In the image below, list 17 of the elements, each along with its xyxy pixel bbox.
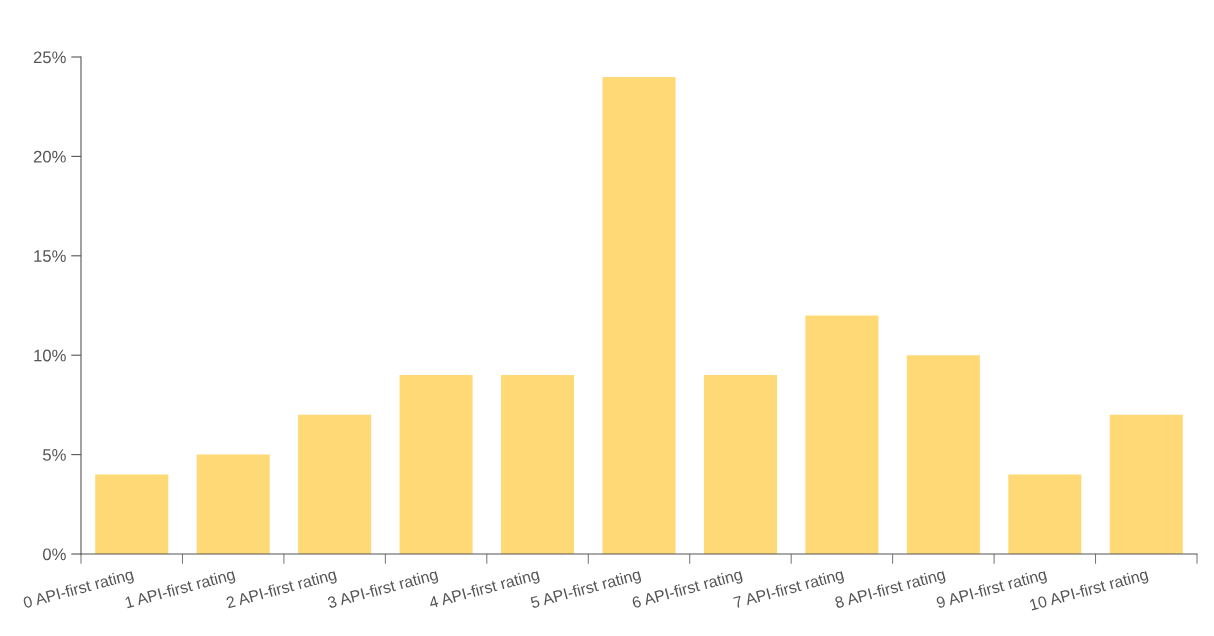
bar <box>95 474 169 554</box>
y-tick-label: 25% <box>33 51 66 64</box>
bar <box>1008 474 1082 554</box>
bar <box>805 315 879 554</box>
bar <box>399 375 473 554</box>
y-tick-label: 15% <box>34 250 66 262</box>
bar <box>1109 414 1183 554</box>
y-tick-label: 10% <box>34 349 66 362</box>
y-tick-label: 5% <box>42 449 66 461</box>
bar <box>298 414 372 554</box>
bar <box>196 454 270 554</box>
bar <box>602 76 676 554</box>
bar <box>906 355 980 554</box>
bar <box>703 375 777 554</box>
y-tick-label: 0% <box>42 548 66 561</box>
y-tick-label: 20% <box>33 150 66 163</box>
bar <box>501 375 575 554</box>
